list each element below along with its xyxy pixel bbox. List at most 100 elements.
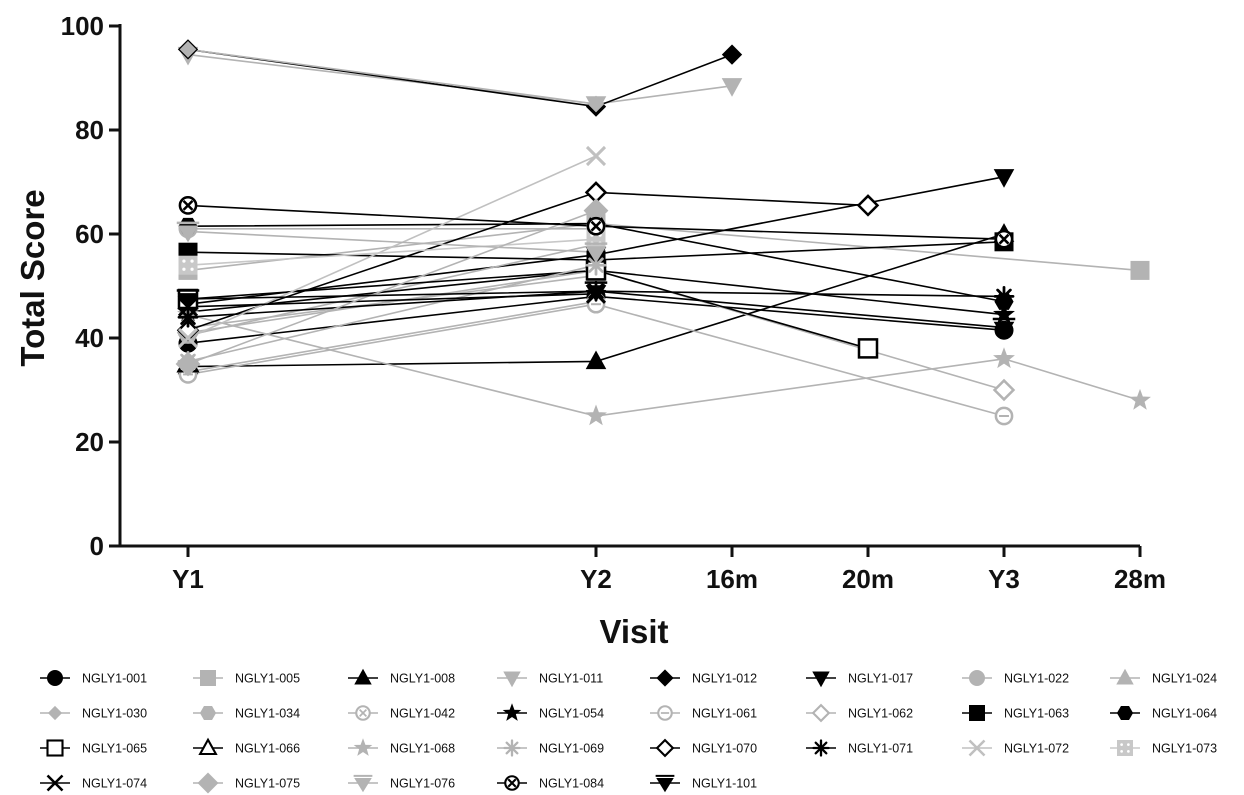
legend-marker xyxy=(655,738,675,758)
point-ngly1-073 xyxy=(178,255,198,275)
x-tick-label: 16m xyxy=(706,564,758,594)
legend-marker xyxy=(353,738,373,756)
legend-label: NGLY1-011 xyxy=(539,672,603,686)
y-axis-title: Total Score xyxy=(14,189,51,366)
legend-label: NGLY1-065 xyxy=(82,742,147,756)
series-line-ngly1-072 xyxy=(187,155,597,339)
legend-marker xyxy=(200,670,216,686)
point-ngly1-062 xyxy=(992,378,1016,402)
series-line-ngly1-070 xyxy=(187,191,869,331)
legend-marker xyxy=(504,775,520,791)
legend-label: NGLY1-084 xyxy=(539,777,604,791)
point-ngly1-065 xyxy=(857,338,879,359)
point-ngly1-072 xyxy=(585,145,607,167)
legend-label: NGLY1-054 xyxy=(539,707,604,721)
axes: 0 20 40 60 80 100 Y1 Y2 16m 20m Y3 28m xyxy=(61,11,1166,594)
point-ngly1-061 xyxy=(994,406,1014,426)
legend-marker xyxy=(969,670,985,686)
legend-item: NGLY1-024 xyxy=(1110,668,1217,686)
series-points xyxy=(175,39,1151,426)
legend-marker xyxy=(812,739,830,757)
legend-label: NGLY1-017 xyxy=(848,672,913,686)
legend-label: NGLY1-068 xyxy=(390,742,455,756)
legend-marker xyxy=(198,737,218,756)
legend-label: NGLY1-024 xyxy=(1152,672,1217,686)
legend-item: NGLY1-030 xyxy=(40,705,147,721)
y-tick-label: 60 xyxy=(75,219,104,249)
legend-label: NGLY1-066 xyxy=(235,742,300,756)
legend-item: NGLY1-075 xyxy=(193,772,300,794)
legend-item: NGLY1-008 xyxy=(348,668,455,686)
x-tick-label: Y1 xyxy=(172,564,204,594)
legend-item: NGLY1-011 xyxy=(497,671,603,688)
legend-marker xyxy=(353,774,373,793)
legend-item: NGLY1-064 xyxy=(1110,706,1217,721)
legend-item: NGLY1-074 xyxy=(40,774,147,792)
point-ngly1-070 xyxy=(856,194,880,217)
legend-item: NGLY1-042 xyxy=(348,705,455,721)
legend-item: NGLY1-034 xyxy=(193,706,300,721)
legend-label: NGLY1-030 xyxy=(82,707,147,721)
legend-item: NGLY1-069 xyxy=(497,739,604,757)
legend-marker xyxy=(355,705,371,721)
point-ngly1-101 xyxy=(176,289,200,310)
legend-item: NGLY1-071 xyxy=(806,739,913,757)
point-ngly1-084 xyxy=(994,229,1014,249)
point-ngly1-076 xyxy=(176,221,200,243)
legend-marker xyxy=(968,739,986,757)
legend-item: NGLY1-022 xyxy=(962,670,1069,686)
x-tick-label: 20m xyxy=(842,564,894,594)
legend-label: NGLY1-062 xyxy=(848,707,913,721)
point-ngly1-068 xyxy=(585,404,607,426)
legend-marker xyxy=(503,739,521,757)
point-ngly1-084 xyxy=(178,196,198,215)
x-tick-label: Y2 xyxy=(580,564,612,594)
legend: NGLY1-001 NGLY1-005 NGLY1-008 NGLY1-011 NGLY… xyxy=(40,668,1217,794)
series-line-ngly1-074 xyxy=(187,293,597,308)
point-ngly1-072 xyxy=(177,327,199,349)
legend-label: NGLY1-073 xyxy=(1152,742,1217,756)
legend-item: NGLY1-076 xyxy=(348,774,455,793)
legend-item: NGLY1-005 xyxy=(193,670,300,686)
y-tick-label: 100 xyxy=(61,11,104,41)
y-tick-label: 20 xyxy=(75,427,104,457)
legend-item: NGLY1-001 xyxy=(40,670,147,686)
point-ngly1-101 xyxy=(584,281,608,303)
point-ngly1-030 xyxy=(587,95,605,113)
legend-marker xyxy=(811,703,831,723)
legend-label: NGLY1-074 xyxy=(82,777,147,791)
legend-marker xyxy=(656,669,674,687)
legend-item: NGLY1-066 xyxy=(193,737,300,756)
legend-marker xyxy=(46,739,64,757)
legend-marker xyxy=(354,668,372,685)
legend-marker xyxy=(47,670,63,686)
legend-item: NGLY1-061 xyxy=(650,705,757,721)
legend-item: NGLY1-063 xyxy=(962,705,1069,721)
point-ngly1-084 xyxy=(586,216,606,236)
legend-label: NGLY1-071 xyxy=(848,742,913,756)
legend-marker xyxy=(1117,740,1133,756)
legend-label: NGLY1-012 xyxy=(692,672,757,686)
y-tick-label: 0 xyxy=(90,531,104,561)
legend-label: NGLY1-064 xyxy=(1152,707,1217,721)
legend-marker xyxy=(46,774,64,792)
point-ngly1-017 xyxy=(993,169,1015,188)
point-ngly1-008 xyxy=(585,350,607,370)
legend-label: NGLY1-061 xyxy=(692,707,757,721)
legend-marker xyxy=(503,671,521,688)
legend-item: NGLY1-101 xyxy=(650,774,757,793)
series-line-ngly1-075 xyxy=(187,209,597,365)
series-line-ngly1-030 xyxy=(187,48,597,105)
legend-marker xyxy=(47,705,63,721)
legend-label: NGLY1-034 xyxy=(235,707,300,721)
point-ngly1-071 xyxy=(993,286,1015,307)
point-ngly1-068 xyxy=(993,347,1015,369)
legend-label: NGLY1-022 xyxy=(1004,672,1069,686)
legend-label: NGLY1-001 xyxy=(82,672,147,686)
legend-marker xyxy=(655,774,675,793)
legend-marker xyxy=(197,772,219,794)
legend-label: NGLY1-008 xyxy=(390,672,455,686)
legend-label: NGLY1-076 xyxy=(390,777,455,791)
legend-item: NGLY1-062 xyxy=(806,703,913,723)
